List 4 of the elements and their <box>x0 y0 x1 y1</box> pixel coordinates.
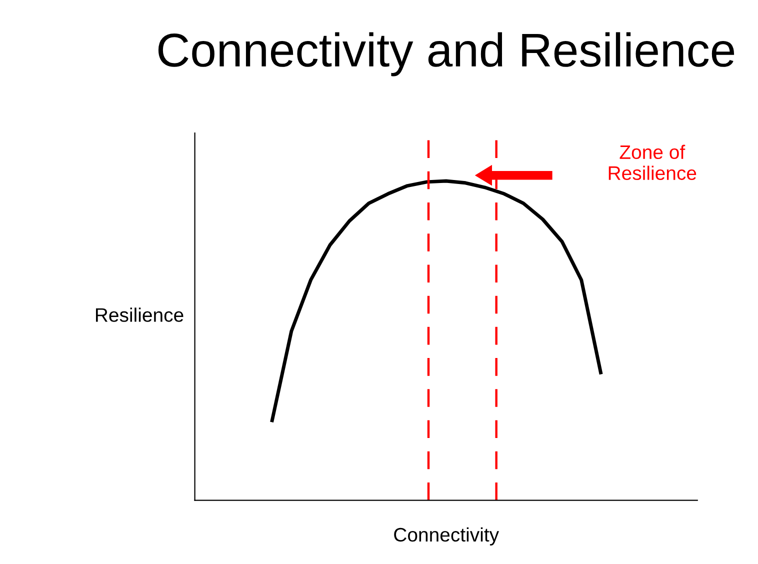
y-axis-title: Resilience <box>96 308 184 322</box>
chart-title: Connectivity and Resilience <box>158 32 734 76</box>
text: Zone of Resilience <box>608 144 696 180</box>
x-axis-title: Connectivity <box>394 527 500 546</box>
